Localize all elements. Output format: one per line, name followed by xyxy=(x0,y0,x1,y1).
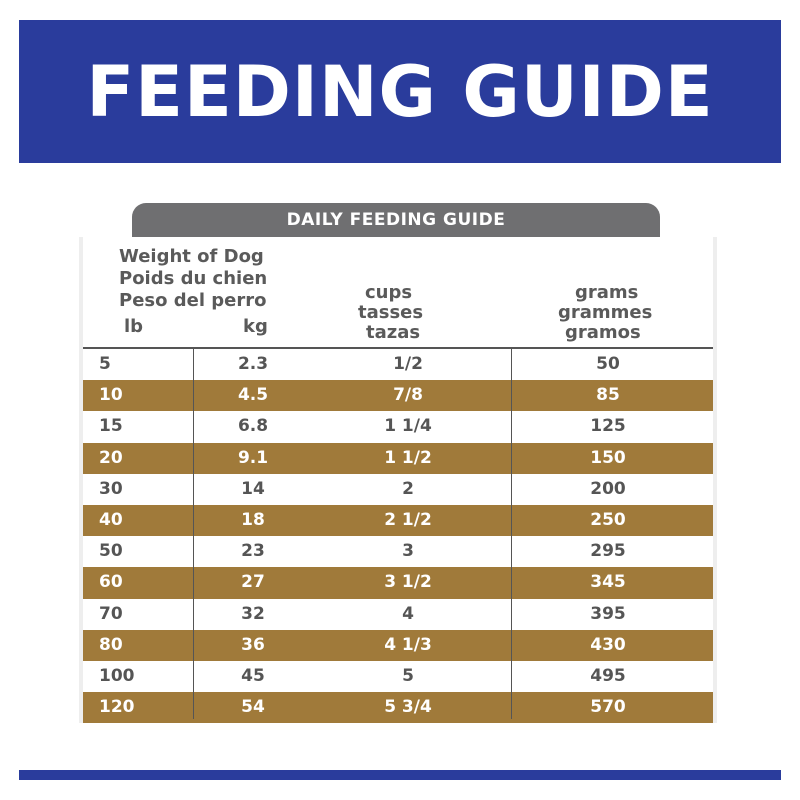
table-row: 70 32 4 395 xyxy=(83,599,713,630)
cell-grams: 50 xyxy=(596,354,620,374)
table-row: 40 18 2 1/2 250 xyxy=(83,504,713,537)
header-kg: kg xyxy=(243,316,268,337)
header-cups-en: cups xyxy=(365,282,413,303)
cell-kg: 23 xyxy=(241,541,265,562)
header-weight-es: Peso del perro xyxy=(119,290,267,311)
cell-cups: 2 xyxy=(402,478,414,499)
cell-lb: 50 xyxy=(99,541,123,562)
table-row: 30 14 2 200 xyxy=(83,474,713,505)
table-row: 15 6.8 1 1/4 125 xyxy=(83,411,713,442)
cell-grams: 495 xyxy=(590,665,626,686)
cell-grams: 200 xyxy=(590,478,626,499)
table-row: 10 4.5 7/8 85 xyxy=(83,380,713,412)
bottom-bar xyxy=(19,770,781,780)
cell-cups: 7/8 xyxy=(393,385,423,406)
cell-grams: 250 xyxy=(590,509,626,530)
cell-grams: 395 xyxy=(590,603,626,624)
table-row: 80 36 4 1/3 430 xyxy=(83,629,713,661)
cell-kg: 9.1 xyxy=(237,447,269,468)
cell-kg: 2.3 xyxy=(237,354,269,374)
cell-lb: 60 xyxy=(99,572,123,593)
cell-lb: 10 xyxy=(99,385,123,406)
header-weight-fr: Poids du chien xyxy=(119,268,268,289)
cell-lb: 30 xyxy=(99,478,123,499)
cell-kg: 54 xyxy=(241,697,265,718)
cell-lb: 20 xyxy=(99,447,123,468)
cell-kg: 45 xyxy=(241,665,265,686)
cell-grams: 150 xyxy=(590,447,626,468)
table-row: 120 54 5 3/4 570 xyxy=(83,692,713,724)
cell-cups: 3 xyxy=(402,541,414,562)
table-row: 5 2.3 1/2 50 xyxy=(83,349,713,380)
header-cups-es: tazas xyxy=(366,322,421,343)
page-title: FEEDING GUIDE xyxy=(86,50,714,133)
table-row: 60 27 3 1/2 345 xyxy=(83,567,713,599)
cell-lb: 5 xyxy=(99,354,111,374)
cell-kg: 6.8 xyxy=(237,416,269,437)
table-row: 20 9.1 1 1/2 150 xyxy=(83,442,713,474)
header-grams-en: grams xyxy=(575,282,639,303)
table-tab-label: DAILY FEEDING GUIDE xyxy=(286,210,506,230)
header-weight-en: Weight of Dog xyxy=(119,246,264,267)
cell-cups: 5 xyxy=(402,665,414,686)
header-lb: lb xyxy=(124,316,144,337)
feeding-table-body: Weight of Dog Poids du chien Peso del pe… xyxy=(83,237,713,724)
column-divider-cups-grams xyxy=(511,349,512,719)
cell-grams: 570 xyxy=(590,697,626,718)
cell-kg: 32 xyxy=(241,603,265,624)
header-grams-es: gramos xyxy=(565,322,641,343)
cell-cups: 4 1/3 xyxy=(384,634,432,655)
cell-kg: 27 xyxy=(241,572,265,593)
cell-cups: 1 1/2 xyxy=(384,447,432,468)
cell-cups: 5 3/4 xyxy=(384,697,432,718)
cell-lb: 40 xyxy=(99,509,123,530)
cell-lb: 80 xyxy=(99,634,123,655)
table-header: Weight of Dog Poids du chien Peso del pe… xyxy=(83,237,713,347)
table-row: 100 45 5 495 xyxy=(83,661,713,692)
cell-cups: 1/2 xyxy=(393,354,423,374)
title-banner: FEEDING GUIDE xyxy=(19,20,781,163)
header-cups-fr: tasses xyxy=(358,302,424,323)
cell-grams: 295 xyxy=(590,541,626,562)
header-divider xyxy=(83,347,713,349)
header-grams-fr: grammes xyxy=(558,302,653,323)
cell-kg: 4.5 xyxy=(237,385,269,406)
cell-kg: 18 xyxy=(241,509,265,530)
cell-grams: 85 xyxy=(596,385,620,406)
cell-lb: 70 xyxy=(99,603,123,624)
table-row: 50 23 3 295 xyxy=(83,536,713,567)
cell-cups: 1 1/4 xyxy=(384,416,432,437)
cell-grams: 125 xyxy=(590,416,626,437)
cell-cups: 4 xyxy=(402,603,414,624)
column-divider-lb-kg xyxy=(193,349,194,719)
cell-cups: 3 1/2 xyxy=(384,572,432,593)
feeding-table: Weight of Dog Poids du chien Peso del pe… xyxy=(79,237,717,724)
cell-kg: 36 xyxy=(241,634,265,655)
cell-grams: 430 xyxy=(590,634,626,655)
cell-grams: 345 xyxy=(590,572,626,593)
cell-lb: 15 xyxy=(99,416,123,437)
cell-kg: 14 xyxy=(241,478,265,499)
cell-lb: 120 xyxy=(99,697,135,718)
cell-lb: 100 xyxy=(99,665,135,686)
table-tab-header: DAILY FEEDING GUIDE xyxy=(132,203,660,237)
cell-cups: 2 1/2 xyxy=(384,509,432,530)
table-rows: 5 2.3 1/2 50 10 4.5 7/8 85 15 6.8 1 1/4 … xyxy=(83,349,713,724)
